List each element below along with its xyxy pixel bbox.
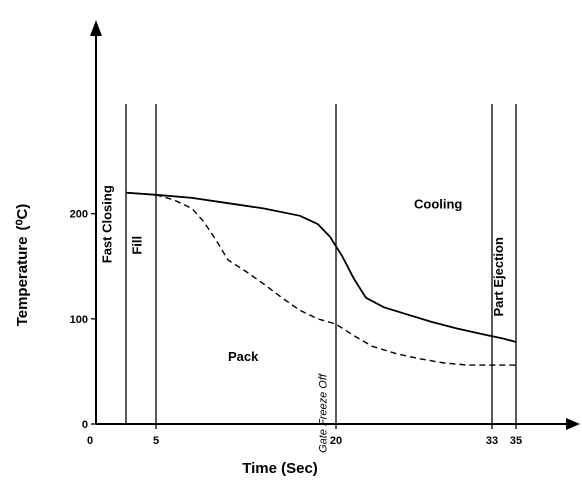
x-tick-label: 0 <box>87 435 93 447</box>
y-axis-title-text: Temperature <box>14 237 31 327</box>
series-group <box>125 191 517 366</box>
series-line-solid <box>125 191 517 343</box>
x-tick-label: 35 <box>510 435 522 447</box>
phase-label: Cooling <box>414 196 462 211</box>
x-tick-label: 33 <box>486 435 498 447</box>
y-tick-label: 100 <box>70 314 88 326</box>
phase-label: Fast Closing <box>100 185 115 263</box>
phase-label: Part Ejection <box>491 237 506 317</box>
data-point <box>467 364 469 366</box>
phase-label: Gate Freeze Off <box>317 373 329 453</box>
data-point <box>191 207 193 209</box>
phase-label: Pack <box>228 349 259 364</box>
data-point <box>173 199 175 201</box>
phase-boundaries <box>125 104 517 424</box>
x-tick-label: 5 <box>153 435 159 447</box>
y-tick-label: 0 <box>82 419 88 431</box>
y-axis-unit: (⁰C) <box>14 204 31 231</box>
x-axis-arrow <box>566 418 580 430</box>
axes <box>90 20 580 430</box>
x-tick-label: 20 <box>330 435 342 447</box>
y-axis-arrow <box>90 20 102 36</box>
data-point <box>281 297 283 299</box>
data-point <box>215 239 217 241</box>
phase-label: Fill <box>130 236 145 255</box>
phase-label-group: Fast Closing Fill Pack Cooling Part Ejection… <box>100 185 506 453</box>
tick-group: 0 5 20 33 35 0 100 200 <box>70 209 522 447</box>
y-tick-label: 200 <box>70 209 88 221</box>
series-line-dashed <box>125 192 516 366</box>
y-axis-title: Temperature (⁰C) <box>14 204 31 327</box>
x-axis-title: Time (Sec) <box>242 460 318 477</box>
